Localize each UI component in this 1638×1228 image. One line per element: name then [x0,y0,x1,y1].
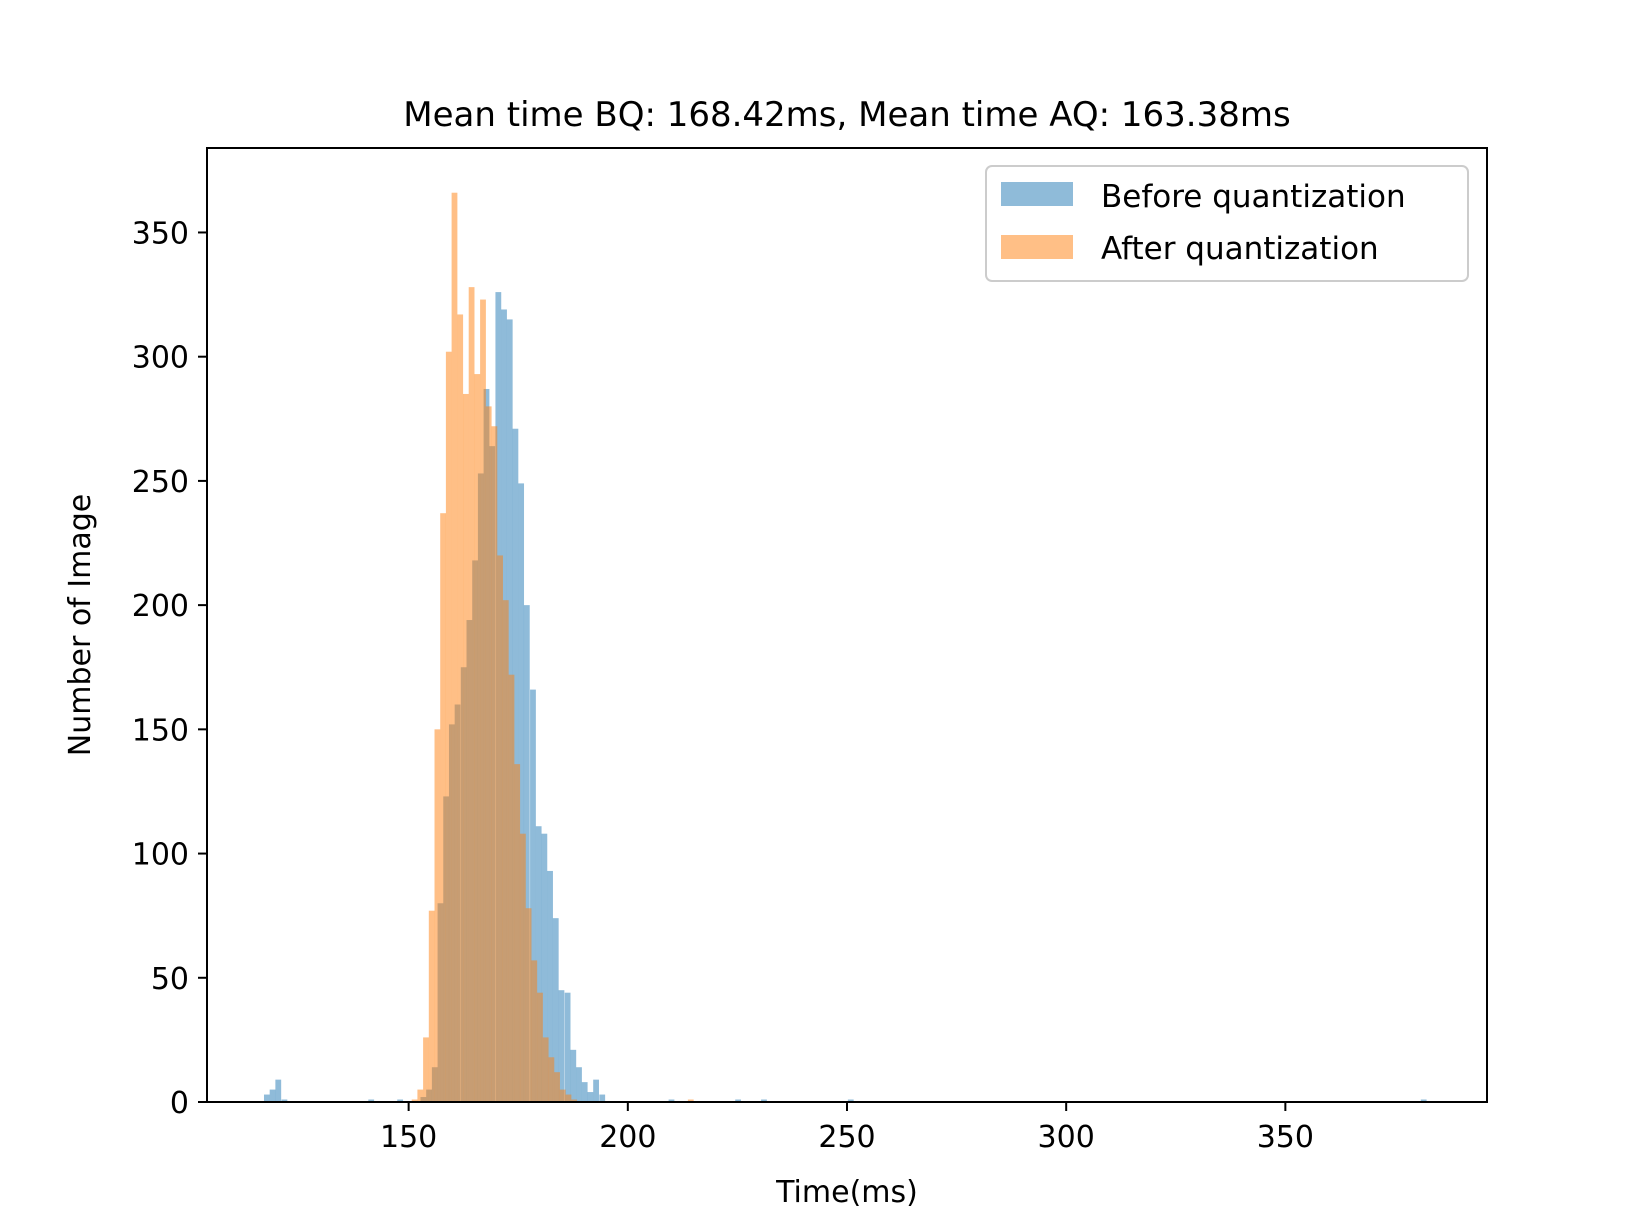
histogram-bar [564,992,571,1102]
x-axis-label: Time(ms) [775,1175,918,1210]
histogram-bar [457,314,464,1102]
legend-box [985,165,1469,282]
histogram-bar [428,910,435,1102]
histogram-bar [687,1099,694,1102]
histogram-bar [502,600,509,1102]
y-tick-label: 0 [170,1086,189,1121]
histogram-bar [531,960,538,1102]
histogram-bar [423,1037,429,1102]
y-tick-label: 200 [132,589,189,624]
histogram-bar [761,1099,767,1102]
histogram-bar [434,729,441,1102]
y-axis-label: Number of Image [63,494,98,756]
histogram-bar [599,1094,606,1102]
y-tick-label: 350 [132,216,189,251]
histogram-bar [269,1089,276,1102]
legend: Before quantization After quantization [985,165,1469,282]
histogram-bar [535,826,542,1102]
histogram-bar [530,689,536,1102]
histogram-bar [263,1094,270,1102]
histogram-bar [474,374,481,1103]
histogram-bar [537,992,543,1102]
y-tick-label: 300 [132,341,189,376]
histogram-bar [518,483,525,1102]
histogram-bar [491,426,498,1102]
histogram-bar [587,1092,594,1102]
histogram-bar [559,1089,566,1102]
x-tick-label: 300 [1038,1120,1095,1155]
legend-swatch-before [1001,182,1073,206]
legend-swatch-after [1001,235,1073,259]
histogram-bar [576,1067,582,1102]
histogram-bar [668,1099,675,1102]
x-tick-label: 200 [599,1120,656,1155]
y-tick-label: 150 [132,713,189,748]
plot-frame [206,147,1488,1103]
histogram-bar [548,1057,555,1102]
histogram-bar [571,1099,578,1102]
histogram-bar [581,1082,588,1103]
histogram-bar [541,833,548,1102]
histogram-bar [451,192,458,1103]
histogram-bar [463,393,469,1102]
x-axis-ticks: 150 200 250 300 350 [380,1102,1314,1155]
histogram-bar [440,513,446,1102]
x-tick-label: 250 [818,1120,875,1155]
x-tick-label: 350 [1257,1120,1314,1155]
histogram-bar [519,833,526,1102]
histogram-bar [525,908,532,1102]
series-after-bars [411,192,694,1103]
histogram-bar [593,1079,599,1102]
histogram-bar [368,1099,375,1102]
y-tick-label: 250 [132,465,189,500]
x-tick-label: 150 [380,1120,437,1155]
histogram-bar [514,764,521,1103]
legend-label-before: Before quantization [1101,179,1406,215]
chart-title: Mean time BQ: 168.42ms, Mean time AQ: 16… [403,95,1290,135]
histogram-bar [281,1099,288,1102]
histogram-bar [552,918,559,1102]
y-tick-label: 50 [151,962,189,997]
histogram-bar [397,1099,404,1102]
histogram-bar [508,674,515,1102]
histogram-bar [480,299,486,1102]
histogram-bar [570,1049,577,1102]
histogram-bar [468,287,475,1103]
histogram-bar [554,1072,560,1102]
histogram-bar [445,351,452,1103]
histogram-bar [735,1099,742,1102]
y-axis-ticks: 0 50 100 150 200 250 300 350 [132,216,207,1121]
histogram-bar [497,555,503,1102]
histogram-bar [523,605,530,1103]
histogram-bar [547,870,553,1102]
histogram-bar [275,1079,282,1102]
legend-label-after: After quantization [1101,231,1379,267]
histogram-bar [542,1037,549,1102]
histogram-bar [485,406,492,1103]
bars-layer [263,192,1427,1103]
histogram-bar [411,1099,418,1102]
histogram-bar [565,1094,572,1102]
histogram-bar [417,1089,424,1102]
histogram-bar [847,1099,854,1102]
histogram-bar [1420,1099,1427,1102]
histogram-bar [558,990,565,1102]
y-tick-label: 100 [132,838,189,873]
